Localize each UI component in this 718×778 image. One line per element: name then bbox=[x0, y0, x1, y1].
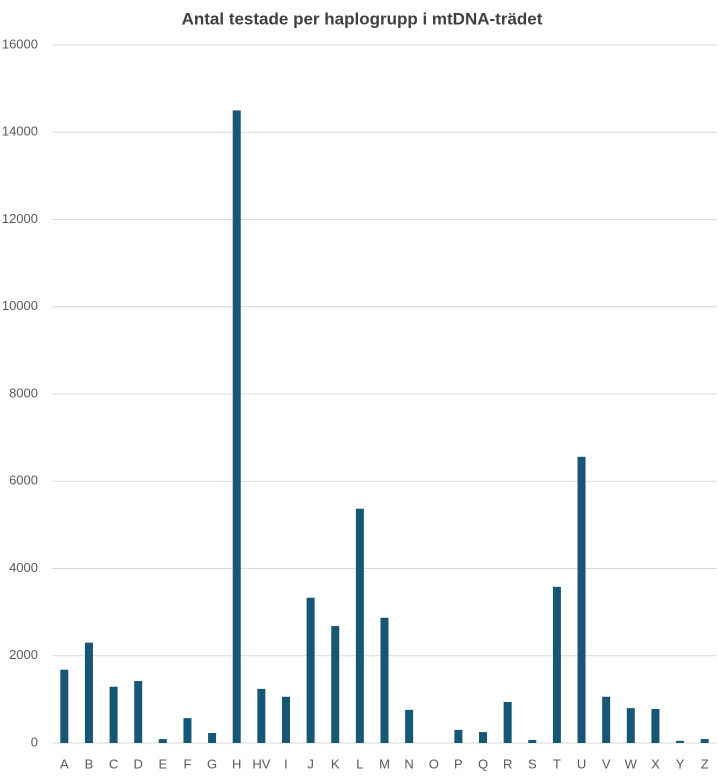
x-tick-label: T bbox=[553, 756, 561, 771]
x-tick-label: B bbox=[85, 756, 94, 771]
bar bbox=[355, 508, 364, 743]
x-tick-label: W bbox=[625, 756, 638, 771]
x-tick-label: S bbox=[528, 756, 537, 771]
bar bbox=[651, 708, 660, 743]
x-tick-label: Y bbox=[676, 756, 685, 771]
bar bbox=[503, 701, 512, 743]
x-tick-label: J bbox=[307, 756, 314, 771]
x-tick-label: HV bbox=[252, 756, 270, 771]
bar bbox=[626, 708, 635, 743]
x-tick-label: L bbox=[356, 756, 363, 771]
x-tick-label: G bbox=[207, 756, 217, 771]
bar bbox=[134, 681, 143, 743]
y-tick-label: 12000 bbox=[2, 211, 38, 226]
bar bbox=[602, 696, 611, 743]
x-tick-label: A bbox=[60, 756, 69, 771]
bar bbox=[60, 669, 69, 743]
x-tick-label: R bbox=[503, 756, 512, 771]
bar bbox=[208, 732, 217, 743]
y-tick-label: 8000 bbox=[9, 385, 38, 400]
x-tick-label: E bbox=[158, 756, 167, 771]
bar bbox=[528, 739, 537, 743]
bar bbox=[454, 729, 463, 743]
bar bbox=[331, 626, 340, 743]
bar bbox=[380, 617, 389, 743]
bar bbox=[232, 110, 241, 743]
x-tick-label: K bbox=[331, 756, 340, 771]
bar bbox=[109, 686, 118, 743]
y-tick-label: 16000 bbox=[2, 36, 38, 51]
x-tick-label: D bbox=[134, 756, 143, 771]
x-tick-label: X bbox=[651, 756, 660, 771]
bar bbox=[183, 718, 192, 743]
bar bbox=[84, 642, 93, 743]
bar bbox=[158, 739, 167, 743]
bar bbox=[479, 732, 488, 743]
x-tick-label: F bbox=[183, 756, 191, 771]
x-tick-label: C bbox=[109, 756, 118, 771]
x-tick-label: Q bbox=[478, 756, 488, 771]
x-tick-label: U bbox=[577, 756, 586, 771]
x-tick-label: I bbox=[284, 756, 288, 771]
y-tick-label: 0 bbox=[31, 734, 38, 749]
y-tick-label: 6000 bbox=[9, 473, 38, 488]
x-tick-label: Z bbox=[701, 756, 709, 771]
bar bbox=[700, 739, 709, 743]
bar bbox=[281, 696, 290, 743]
x-tick-label: P bbox=[454, 756, 463, 771]
x-tick-label: M bbox=[379, 756, 390, 771]
bar bbox=[552, 586, 561, 743]
chart-title: Antal testade per haplogrupp i mtDNA-trä… bbox=[182, 9, 543, 28]
bar bbox=[676, 740, 685, 743]
x-tick-label: O bbox=[429, 756, 439, 771]
bar bbox=[405, 709, 414, 743]
y-tick-label: 4000 bbox=[9, 560, 38, 575]
y-tick-label: 10000 bbox=[2, 298, 38, 313]
x-tick-label: N bbox=[404, 756, 413, 771]
bar bbox=[306, 597, 315, 743]
y-tick-label: 2000 bbox=[9, 647, 38, 662]
y-tick-label: 14000 bbox=[2, 124, 38, 139]
bar bbox=[577, 456, 586, 743]
bar bbox=[257, 688, 266, 743]
x-tick-label: V bbox=[602, 756, 611, 771]
x-tick-label: H bbox=[232, 756, 241, 771]
